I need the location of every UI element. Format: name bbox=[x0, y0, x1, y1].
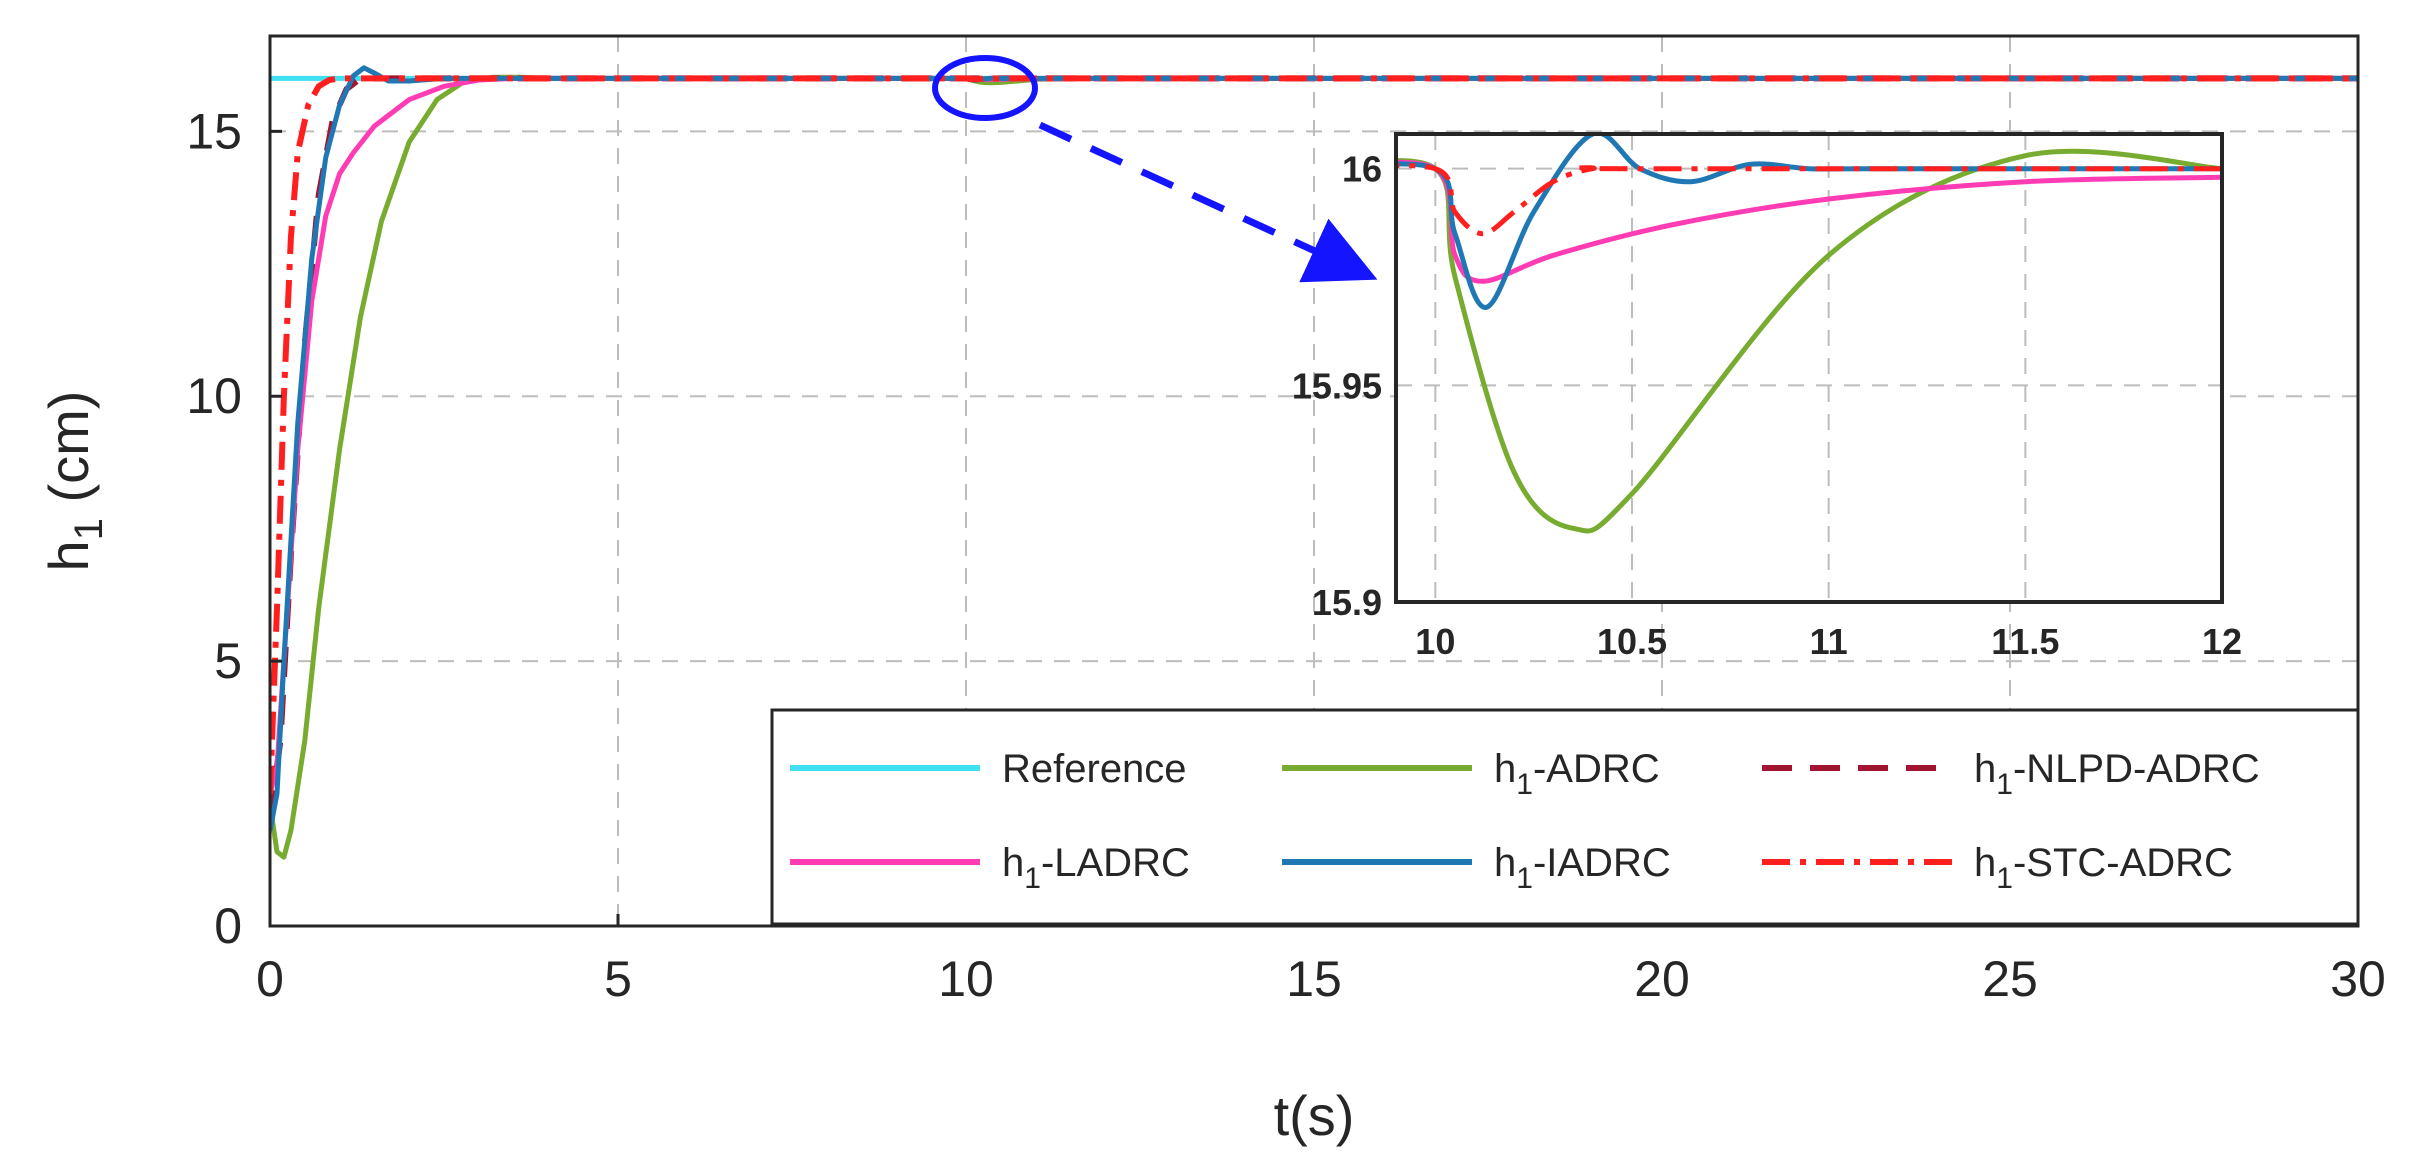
inset-x-tick-label-11: 11 bbox=[1810, 621, 1848, 662]
series-line-h1-stc-adrc bbox=[270, 75, 2358, 794]
legend-label-h1-ladrc: h1-LADRC bbox=[1002, 841, 1190, 895]
inset-y-tick-label-15-95: 15.95 bbox=[1292, 365, 1382, 406]
legend: Reference h1-ADRC h1-NLPD-ADRC h1-LADRC h1-I… bbox=[770, 708, 2360, 926]
inset-border bbox=[1394, 132, 2224, 604]
inset-y-tick-label-15-9: 15.9 bbox=[1312, 582, 1382, 623]
x-tick-label-25: 25 bbox=[1982, 951, 2038, 1007]
x-tick-label-0: 0 bbox=[256, 951, 284, 1007]
inset-x-tick-label-10: 10 bbox=[1415, 621, 1455, 662]
inset-x-tick-labels: 10 10.5 11 11.5 12 bbox=[1415, 621, 2242, 662]
zoom-ellipse bbox=[932, 55, 1038, 121]
legend-label-h1-adrc: h1-ADRC bbox=[1494, 747, 1660, 801]
x-axis-label: t(s) bbox=[1274, 1084, 1355, 1147]
y-axis-label-unit: (cm) bbox=[37, 391, 100, 519]
inset-frame bbox=[1394, 132, 2224, 604]
y-tick-label-5: 5 bbox=[214, 633, 242, 689]
legend-label-reference: Reference bbox=[1002, 747, 1187, 791]
zoom-arrow bbox=[1038, 121, 1378, 283]
inset-series-line-h1-stc-adrc bbox=[1396, 162, 2222, 237]
x-tick-label-5: 5 bbox=[604, 951, 632, 1007]
x-tick-label-30: 30 bbox=[2330, 951, 2386, 1007]
inset-y-tick-labels: 15.9 15.95 16 bbox=[1292, 149, 1382, 623]
x-tick-label-15: 15 bbox=[1286, 951, 1342, 1007]
inset-x-tick-label-10-5: 10.5 bbox=[1597, 621, 1667, 662]
legend-label-h1-nlpd-adrc: h1-NLPD-ADRC bbox=[1974, 747, 2260, 801]
y-axis-label-sub: 1 bbox=[67, 518, 111, 540]
legend-label-h1-iadrc: h1-IADRC bbox=[1494, 841, 1671, 895]
legend-box bbox=[770, 708, 2360, 926]
y-tick-label-0: 0 bbox=[214, 898, 242, 954]
y-tick-label-15: 15 bbox=[186, 103, 242, 159]
x-tick-label-20: 20 bbox=[1634, 951, 1690, 1007]
y-tick-labels: 0 5 10 15 bbox=[186, 103, 282, 954]
inset-series-line-h1-iadrc bbox=[1396, 134, 2222, 310]
y-tick-label-10: 10 bbox=[186, 368, 242, 424]
y-axis-label: h1 (cm) bbox=[37, 391, 111, 572]
inset-x-tick-label-12: 12 bbox=[2202, 621, 2242, 662]
x-tick-label-10: 10 bbox=[938, 951, 994, 1007]
main-series bbox=[270, 65, 2358, 860]
inset-y-tick-label-16: 16 bbox=[1342, 149, 1382, 190]
y-axis-label-main: h bbox=[37, 540, 100, 571]
x-tick-labels: 0 5 10 15 20 25 30 bbox=[256, 914, 2386, 1007]
legend-label-h1-stc-adrc: h1-STC-ADRC bbox=[1974, 841, 2233, 895]
inset-x-tick-label-11-5: 11.5 bbox=[1991, 621, 2059, 662]
inset-series bbox=[1396, 134, 2222, 534]
